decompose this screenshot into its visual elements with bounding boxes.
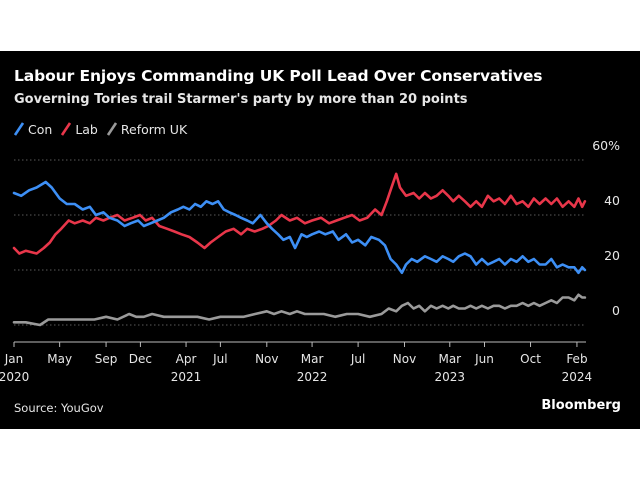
series-line-con — [12, 180, 587, 275]
x-tick-label-9: Nov — [393, 352, 416, 366]
legend-item-reform: Reform UK — [106, 121, 188, 137]
x-tick-label-0: Jan — [4, 352, 24, 366]
legend-label-lab: Lab — [75, 121, 98, 137]
chart-card: Labour Enjoys Commanding UK Poll Lead Ov… — [0, 51, 640, 429]
legend-label-con: Con — [28, 121, 53, 137]
legend-swatch-lab — [61, 122, 72, 136]
x-tick-label-13: Feb — [566, 352, 587, 366]
series-line-reform-uk — [12, 293, 587, 327]
x-tick-label-1: May — [47, 352, 72, 366]
y-tick-label-60: 60% — [592, 138, 620, 153]
chart-title: Labour Enjoys Commanding UK Poll Lead Ov… — [14, 67, 543, 85]
x-tick-label-11: Jun — [474, 352, 494, 366]
chart-subtitle: Governing Tories trail Starmer's party b… — [14, 92, 468, 107]
x-year-label-2022: 2022 — [297, 370, 328, 384]
x-tick-label-3: Dec — [129, 352, 152, 366]
y-tick-label-20: 20 — [604, 248, 620, 263]
legend-item-con: Con — [14, 122, 52, 137]
x-tick-label-2: Sep — [95, 352, 118, 366]
y-tick-label-0: 0 — [612, 303, 620, 318]
x-tick-label-7: Mar — [301, 352, 324, 366]
legend-item-lab: Lab — [61, 122, 98, 137]
brand-logo: Bloomberg — [541, 398, 621, 413]
legend-swatch-reform — [106, 122, 117, 136]
x-tick-label-8: Jul — [350, 352, 365, 366]
legend-label-reform: Reform UK — [120, 121, 188, 137]
series-line-lab — [12, 172, 587, 255]
plot-area: 0 20 40 60% Jan 2020 May Sep Dec Apr 2021 Jul Nov Mar… — [0, 138, 620, 384]
legend: Con Lab Reform UK — [14, 120, 196, 138]
x-tick-label-4: Apr — [176, 352, 197, 366]
x-year-label-2020: 2020 — [0, 370, 29, 384]
x-year-label-2023: 2023 — [435, 370, 466, 384]
x-year-label-2024: 2024 — [562, 370, 593, 384]
x-tick-label-5: Jul — [212, 352, 227, 366]
legend-swatch-con — [14, 122, 24, 136]
x-tick-label-10: Mar — [438, 352, 461, 366]
y-tick-label-40: 40 — [604, 193, 620, 208]
x-tick-label-12: Oct — [520, 352, 541, 366]
x-tick-label-6: Nov — [255, 352, 278, 366]
source-note: Source: YouGov — [14, 401, 104, 415]
x-year-label-2021: 2021 — [171, 370, 202, 384]
